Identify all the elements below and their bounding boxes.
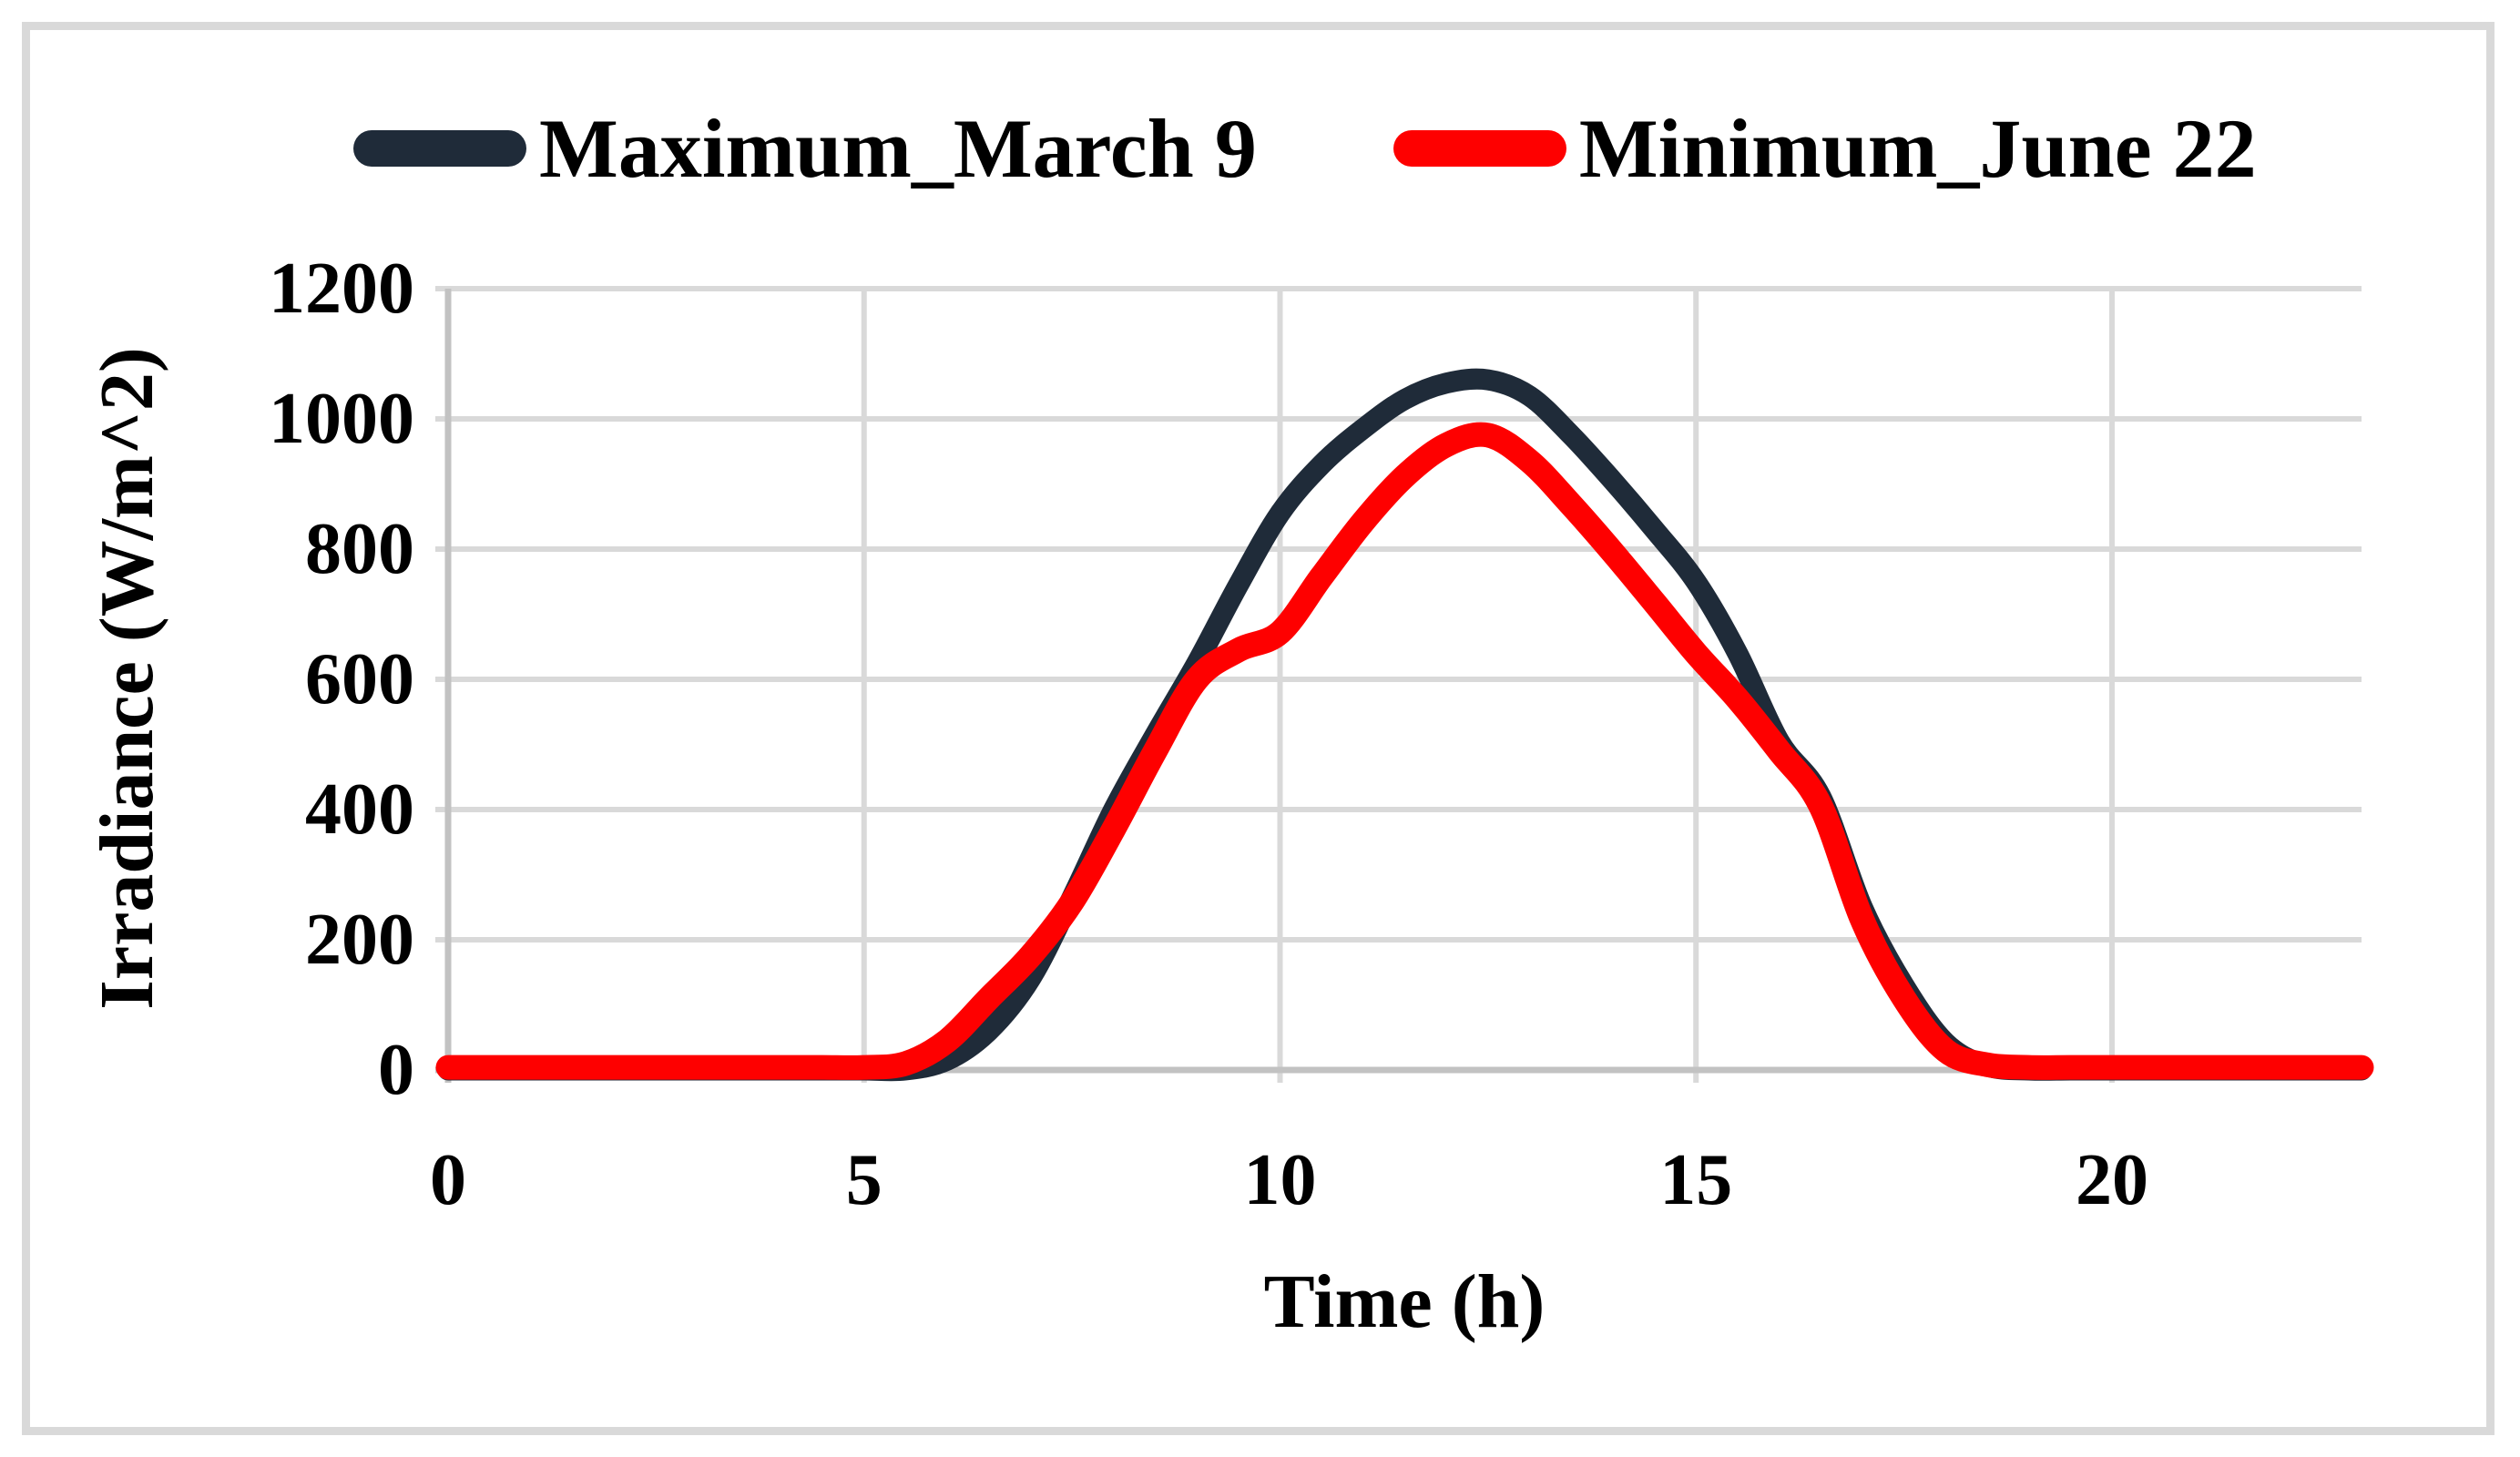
x-axis-title: Time (h) [1263, 1259, 1546, 1344]
legend: Maximum_March 9 Minimum_June 22 [353, 105, 2257, 192]
y-tick-label: 800 [305, 509, 414, 589]
y-tick-label: 400 [305, 769, 414, 850]
y-tick-label: 1000 [269, 379, 414, 459]
legend-label: Minimum_June 22 [1578, 102, 2257, 195]
y-tick-label: 1200 [269, 249, 414, 329]
x-tick-label: 20 [2075, 1140, 2148, 1220]
legend-label: Maximum_March 9 [539, 102, 1257, 195]
chart-border [22, 22, 2494, 1435]
legend-item-minimum: Minimum_June 22 [1393, 107, 2257, 190]
y-tick-label: 0 [378, 1030, 414, 1110]
x-tick-label: 10 [1243, 1140, 1317, 1220]
y-axis-title: Irradiance (W/m^2) [85, 347, 169, 1010]
x-tick-label: 0 [430, 1140, 466, 1220]
x-tick-label: 5 [845, 1140, 883, 1220]
y-tick-label: 600 [305, 639, 414, 719]
series-line-minimum [435, 422, 2374, 1080]
legend-line-marker-minimum [1393, 130, 1566, 167]
legend-line-marker-maximum [353, 130, 526, 167]
legend-item-maximum: Maximum_March 9 [353, 107, 1257, 190]
x-tick-label: 15 [1659, 1140, 1733, 1220]
y-tick-label: 200 [305, 900, 414, 980]
